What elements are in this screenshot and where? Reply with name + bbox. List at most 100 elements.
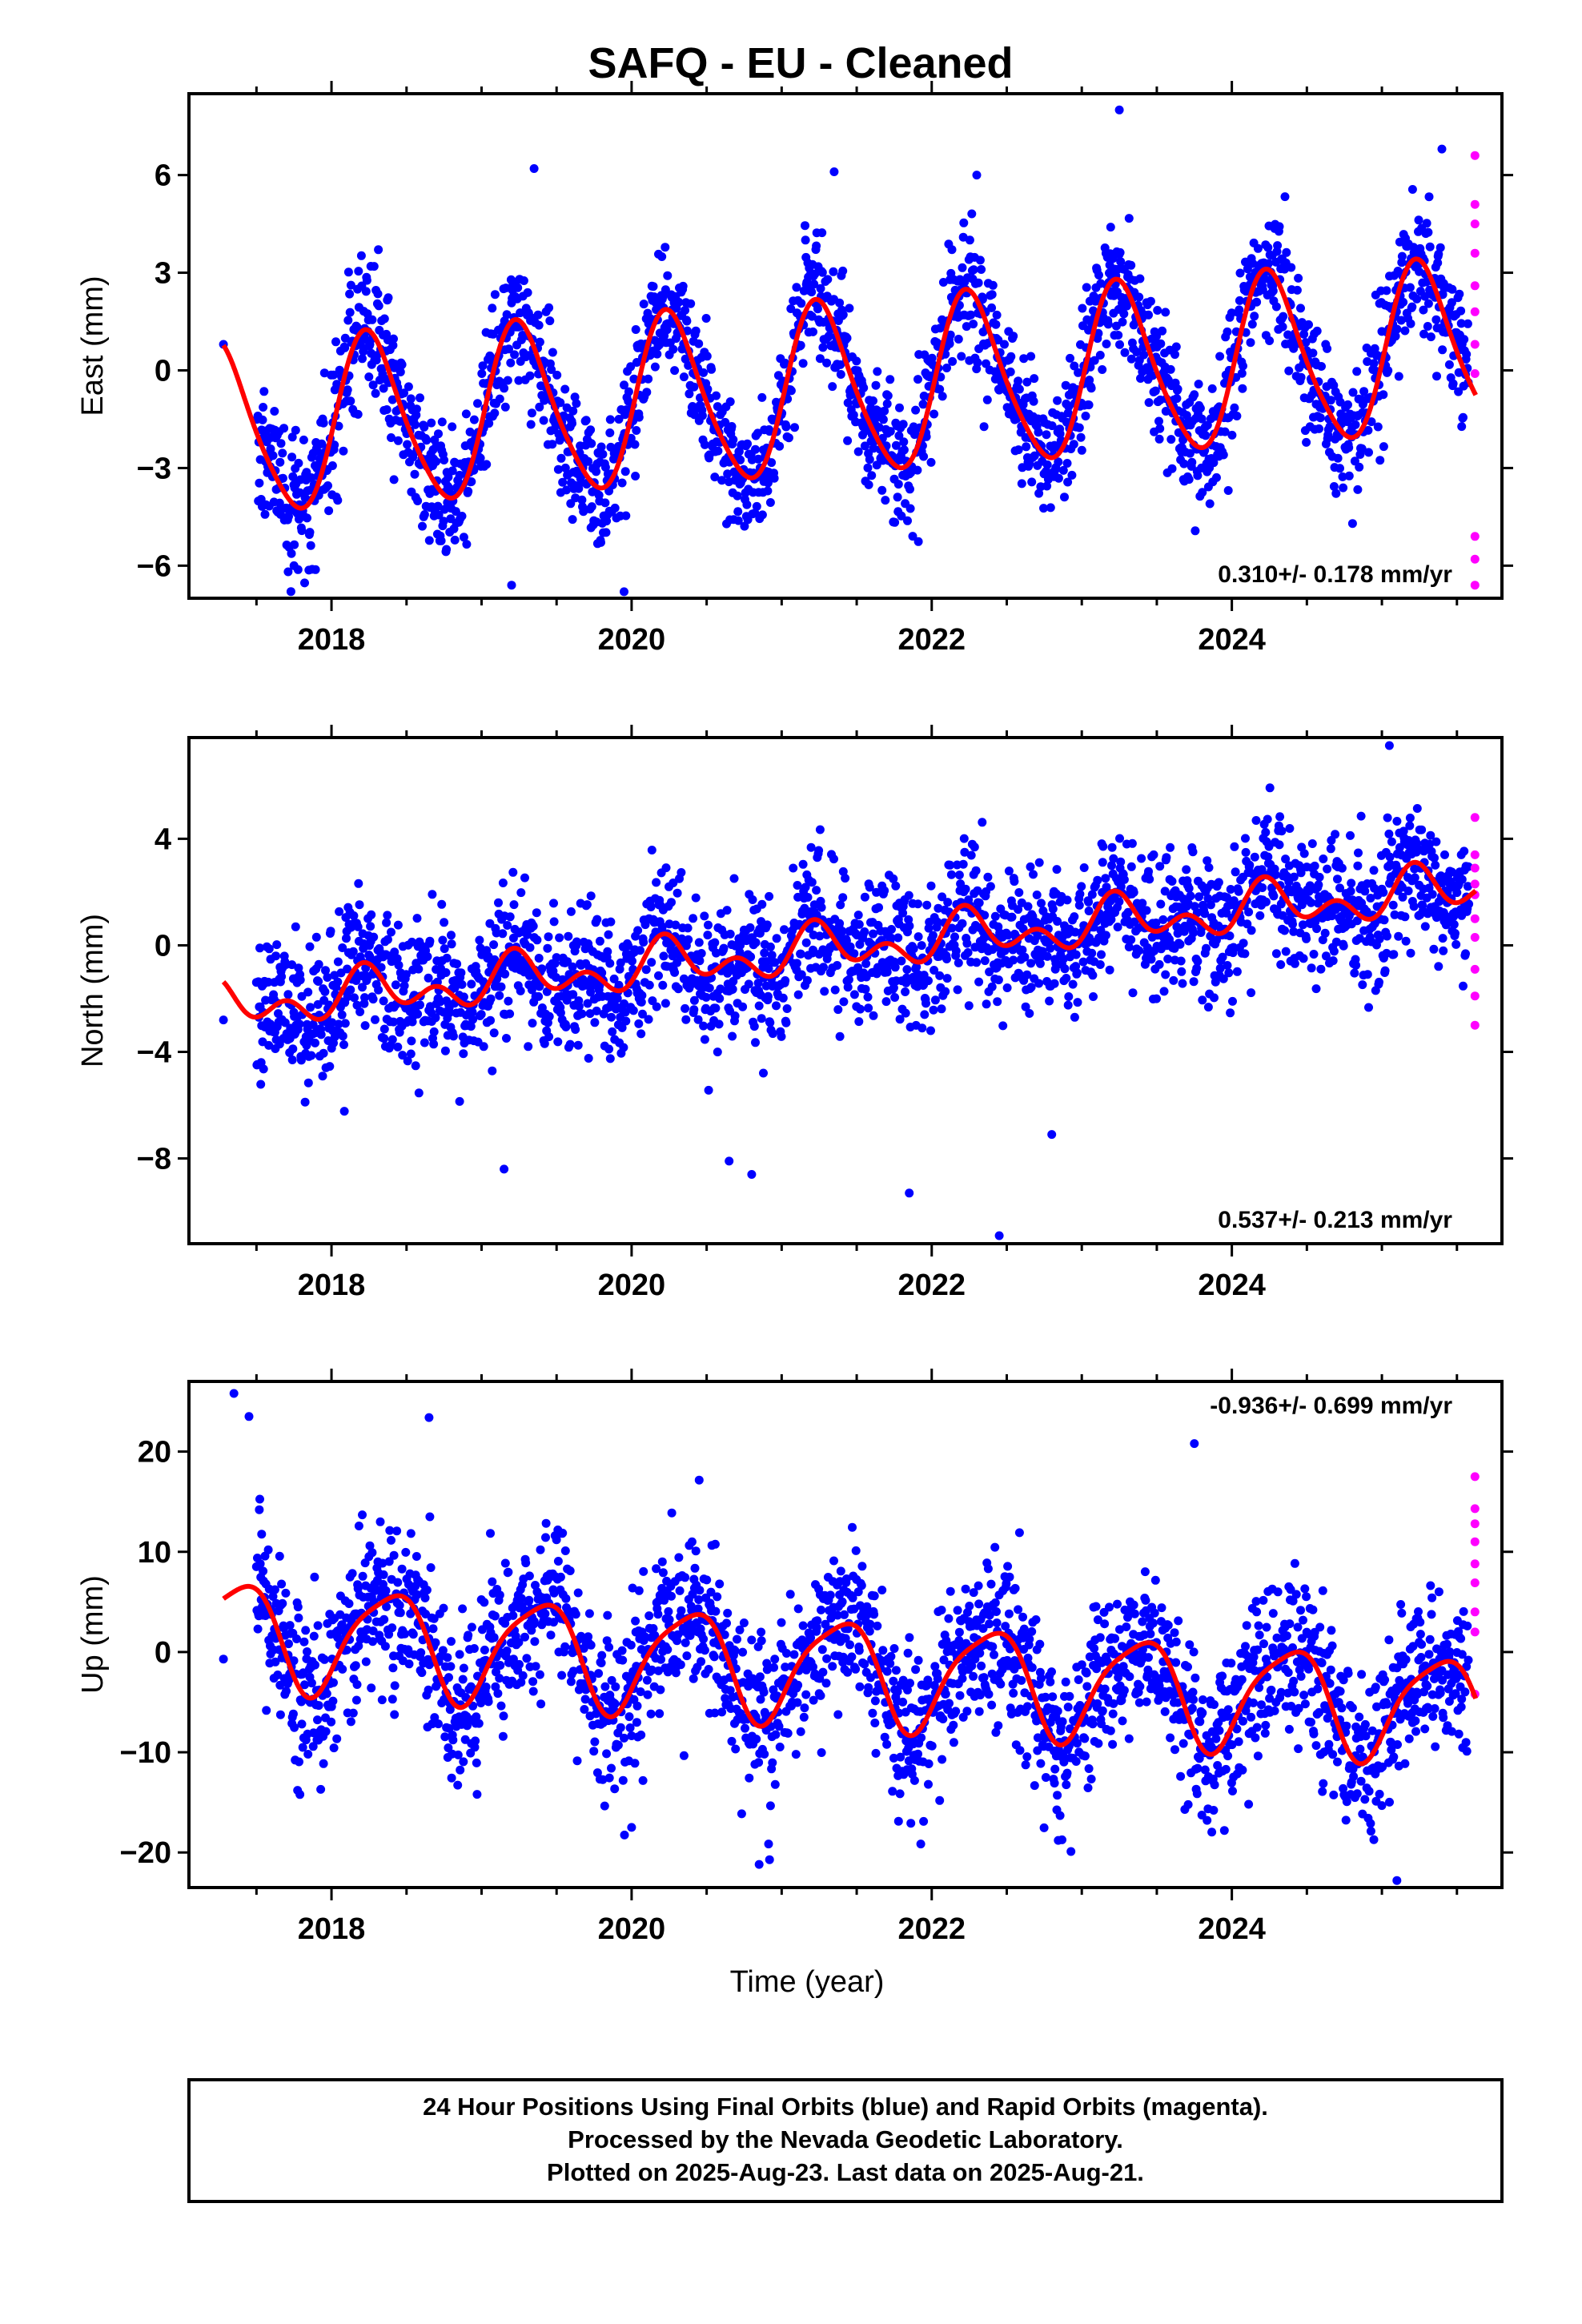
north-data-point — [583, 999, 592, 1008]
north-data-point — [393, 1042, 403, 1051]
east-data-point — [954, 335, 963, 344]
north-data-point — [1114, 897, 1124, 907]
east-data-point — [1237, 368, 1247, 378]
east-data-point — [1185, 448, 1195, 458]
north-data-point — [765, 942, 775, 951]
east-data-point — [1278, 322, 1287, 332]
up-data-point — [262, 1706, 271, 1715]
east-data-point — [1081, 412, 1090, 420]
east-data-point — [1359, 387, 1369, 396]
up-data-point — [352, 1680, 362, 1689]
east-data-point — [1172, 394, 1182, 404]
north-data-point — [744, 979, 753, 989]
east-data-point — [818, 343, 828, 352]
north-data-point — [303, 987, 313, 997]
north-data-point — [1353, 861, 1363, 870]
east-data-point — [828, 382, 837, 392]
east-data-point — [266, 444, 275, 453]
east-data-point — [629, 374, 639, 384]
east-data-point — [1326, 396, 1335, 405]
east-data-point — [433, 501, 443, 511]
east-data-point — [883, 391, 893, 400]
east-data-point — [465, 427, 475, 436]
north-data-point — [1405, 821, 1415, 830]
north-data-point — [673, 888, 682, 898]
north-data-point — [654, 971, 663, 980]
east-data-point — [681, 306, 690, 315]
up-data-point — [278, 1598, 287, 1608]
north-data-point — [886, 933, 896, 943]
east-data-point — [784, 433, 793, 443]
east-data-point — [661, 285, 670, 295]
north-data-point — [751, 1038, 760, 1047]
east-data-point — [504, 344, 513, 354]
north-data-point — [1307, 963, 1316, 973]
east-data-point — [444, 484, 454, 493]
north-data-point — [468, 1007, 477, 1017]
east-data-point — [368, 380, 378, 390]
north-data-point — [621, 1016, 631, 1026]
east-data-point — [1201, 431, 1211, 440]
north-data-point — [1062, 974, 1071, 983]
north-data-point — [561, 1022, 571, 1031]
east-data-point — [477, 369, 487, 378]
north-data-point — [390, 947, 400, 957]
east-data-point — [893, 493, 902, 502]
east-data-point — [436, 536, 446, 545]
east-data-point — [362, 275, 371, 285]
north-data-point — [814, 846, 824, 855]
up-data-point — [292, 1634, 301, 1643]
east-data-point — [1017, 479, 1026, 489]
east-data-point — [1344, 471, 1354, 480]
east-data-point — [723, 469, 733, 479]
north-data-point — [628, 956, 636, 966]
east-data-point — [942, 364, 951, 372]
north-data-point — [343, 992, 352, 1002]
north-data-point — [789, 863, 798, 873]
east-data-point — [278, 473, 287, 483]
east-data-point — [1089, 306, 1098, 316]
east-data-point — [1060, 493, 1069, 502]
north-data-point — [508, 867, 518, 877]
north-data-point — [710, 938, 720, 947]
north-data-point — [1431, 837, 1441, 846]
east-data-point — [422, 436, 432, 445]
east-data-point — [809, 279, 819, 289]
east-data-point — [1419, 305, 1428, 315]
north-data-point — [619, 1043, 628, 1052]
east-data-point — [527, 408, 536, 418]
east-data-point — [765, 427, 774, 436]
east-data-point — [488, 304, 497, 313]
east-data-point — [684, 360, 693, 370]
north-data-point — [608, 1027, 617, 1036]
north-data-point — [1142, 906, 1151, 915]
east-data-point — [994, 385, 1004, 395]
north-data-point — [673, 984, 683, 994]
north-data-point — [905, 921, 914, 931]
east-data-point — [885, 375, 895, 384]
north-data-point — [280, 1018, 290, 1027]
east-data-point — [605, 415, 615, 424]
north-data-point — [1156, 899, 1166, 909]
up-data-point — [277, 1579, 287, 1589]
east-data-point — [913, 537, 923, 546]
east-data-point — [740, 521, 749, 531]
up-data-point — [314, 1701, 323, 1711]
east-data-point — [1119, 309, 1129, 319]
north-data-point — [728, 984, 737, 994]
east-data-point — [568, 419, 576, 428]
north-data-point — [1004, 866, 1014, 876]
east-rapid-point — [1470, 369, 1480, 378]
north-data-point — [801, 883, 810, 892]
east-data-point — [525, 371, 535, 380]
north-data-point — [382, 918, 391, 927]
east-data-point — [1289, 344, 1299, 353]
east-data-point — [1373, 422, 1383, 432]
north-data-point — [595, 936, 604, 946]
north-data-point — [901, 987, 910, 996]
north-data-point — [503, 921, 512, 930]
east-data-point — [270, 407, 279, 416]
east-data-point — [807, 312, 817, 321]
north-data-point — [719, 943, 729, 953]
north-data-point — [1331, 830, 1340, 839]
